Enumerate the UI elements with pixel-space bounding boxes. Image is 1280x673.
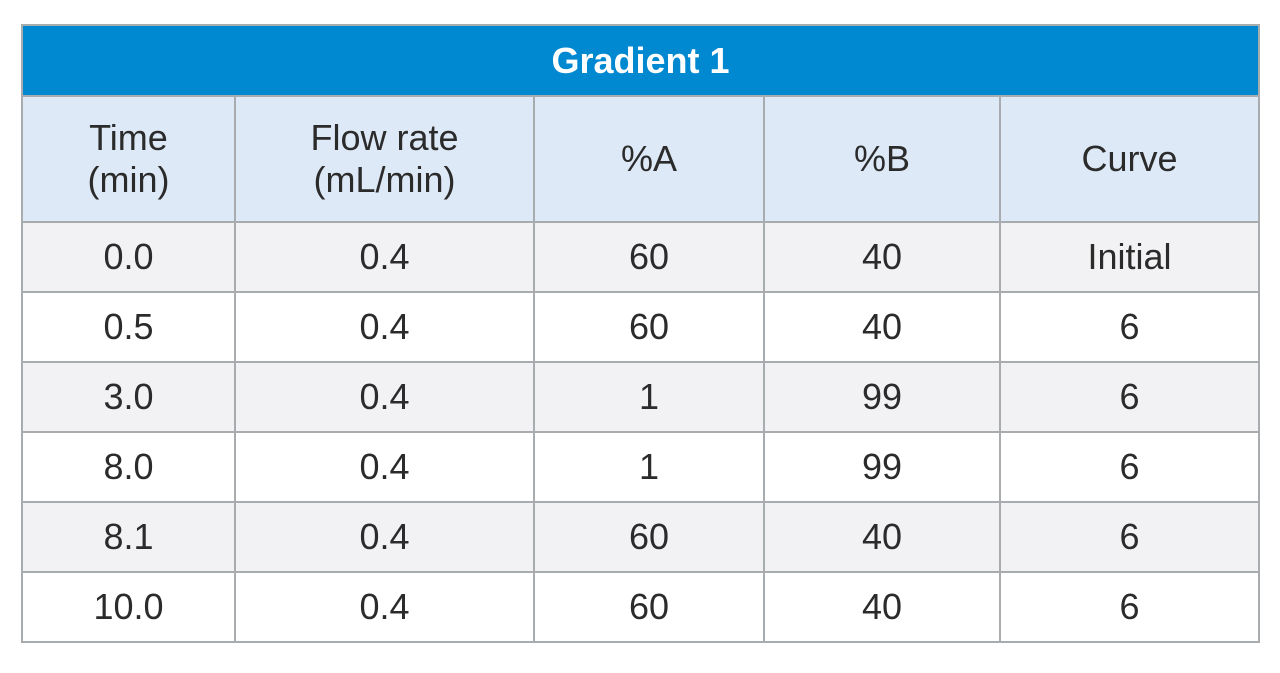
cell-curve: 6 [998,571,1261,643]
cell-time: 10.0 [21,571,236,643]
cell-flow-rate: 0.4 [234,571,535,643]
cell-curve: Initial [998,221,1261,293]
cell-flow-rate: 0.4 [234,361,535,433]
cell-percent-b: 40 [763,291,1001,363]
column-header-percent-a: %A [533,95,765,223]
cell-flow-rate: 0.4 [234,431,535,503]
table-row: 0.0 0.4 60 40 Initial [21,221,1261,293]
cell-percent-a: 1 [533,431,765,503]
cell-percent-b: 40 [763,221,1001,293]
table-row: 0.5 0.4 60 40 6 [21,291,1261,363]
column-header-flow-rate-unit: (mL/min) [313,159,456,200]
cell-curve: 6 [998,291,1261,363]
cell-time: 3.0 [21,361,236,433]
gradient-table: Gradient 1 Time (min) Flow rate (mL/min)… [20,24,1261,643]
column-header-time-label: Time [89,117,168,158]
table-row: 3.0 0.4 1 99 6 [21,361,1261,433]
cell-percent-a: 60 [533,571,765,643]
table-header-row: Time (min) Flow rate (mL/min) %A %B Curv… [21,95,1261,223]
cell-time: 0.0 [21,221,236,293]
cell-time: 0.5 [21,291,236,363]
cell-curve: 6 [998,501,1261,573]
table-row: 8.0 0.4 1 99 6 [21,431,1261,503]
cell-flow-rate: 0.4 [234,221,535,293]
column-header-time: Time (min) [21,95,236,223]
cell-curve: 6 [998,431,1261,503]
cell-flow-rate: 0.4 [234,501,535,573]
table-row: 10.0 0.4 60 40 6 [21,571,1261,643]
table-title: Gradient 1 [20,24,1261,97]
cell-curve: 6 [998,361,1261,433]
cell-percent-b: 40 [763,501,1001,573]
cell-percent-a: 1 [533,361,765,433]
cell-percent-a: 60 [533,221,765,293]
column-header-percent-b: %B [763,95,1001,223]
column-header-curve: Curve [998,95,1261,223]
table-title-row: Gradient 1 [20,24,1261,97]
column-header-flow-rate-label: Flow rate [310,117,459,158]
cell-percent-b: 99 [763,431,1001,503]
cell-percent-b: 99 [763,361,1001,433]
cell-time: 8.1 [21,501,236,573]
cell-percent-a: 60 [533,291,765,363]
column-header-flow-rate: Flow rate (mL/min) [234,95,535,223]
cell-time: 8.0 [21,431,236,503]
cell-percent-b: 40 [763,571,1001,643]
table-row: 8.1 0.4 60 40 6 [21,501,1261,573]
cell-percent-a: 60 [533,501,765,573]
column-header-time-unit: (min) [87,159,170,200]
cell-flow-rate: 0.4 [234,291,535,363]
